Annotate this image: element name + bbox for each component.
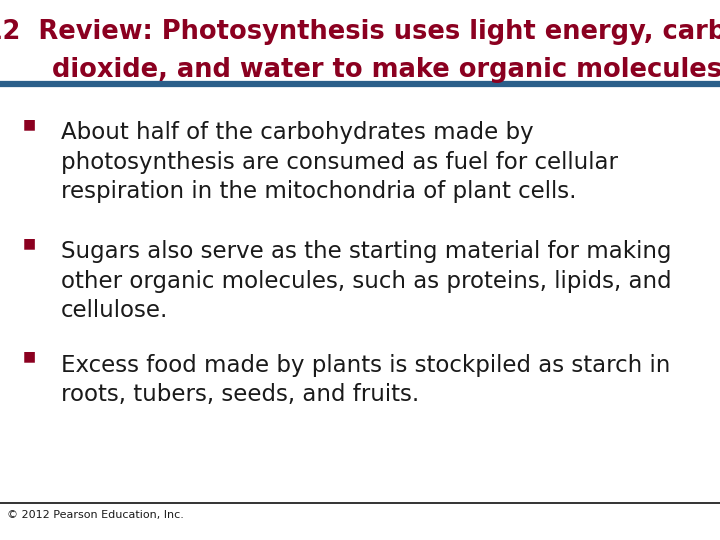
Text: dioxide, and water to make organic molecules: dioxide, and water to make organic molec… — [0, 57, 720, 83]
Text: ■: ■ — [23, 349, 36, 363]
Text: 7.12  Review: Photosynthesis uses light energy, carbon: 7.12 Review: Photosynthesis uses light e… — [0, 19, 720, 45]
Text: About half of the carbohydrates made by
photosynthesis are consumed as fuel for : About half of the carbohydrates made by … — [61, 122, 618, 203]
Text: ■: ■ — [23, 236, 36, 250]
Text: ■: ■ — [23, 117, 36, 131]
Text: Sugars also serve as the starting material for making
other organic molecules, s: Sugars also serve as the starting materi… — [61, 240, 672, 322]
Text: Excess food made by plants is stockpiled as starch in
roots, tubers, seeds, and : Excess food made by plants is stockpiled… — [61, 354, 670, 406]
Text: © 2012 Pearson Education, Inc.: © 2012 Pearson Education, Inc. — [7, 510, 184, 521]
